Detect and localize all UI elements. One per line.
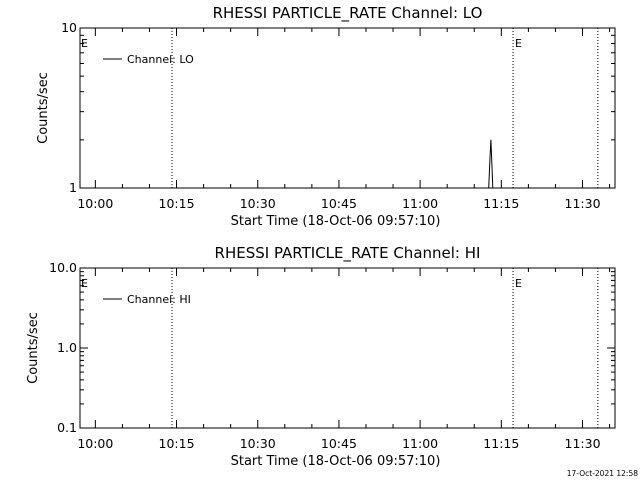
chart-title: RHESSI PARTICLE_RATE Channel: LO [213,4,483,23]
x-tick-label: 11:15 [483,196,519,211]
event-marker-label: E [515,277,522,290]
plot-frame [79,27,616,189]
x-tick-label: 11:30 [565,436,601,451]
panel-lo: RHESSI PARTICLE_RATE Channel: LO 10:00 10:… [36,4,616,229]
x-tick-label: 11:15 [483,436,519,451]
series-line [488,139,494,189]
panel-hi: RHESSI PARTICLE_RATE Channel: HI 10:00 10:… [26,244,616,469]
plot-frame [79,267,616,429]
x-tick-label: 10:30 [240,436,276,451]
x-tick-label: 10:00 [77,196,113,211]
x-tick-label: 11:30 [565,196,601,211]
y-axis-label: Counts/sec [26,312,41,384]
event-marker-label: E [515,37,522,50]
left-flag-label: E [81,37,88,50]
left-flag-label: E [81,277,88,290]
y-tick-label: 10 [61,20,77,35]
x-tick-label: 10:45 [321,436,357,451]
x-tick-label: 11:00 [402,436,438,451]
x-tick-label: 10:15 [159,436,195,451]
y-tick-label: 10.0 [49,260,77,275]
x-axis-label: Start Time (18-Oct-06 09:57:10) [231,214,441,229]
plot-timestamp: 17-Oct-2021 12:58 [566,469,638,478]
x-tick-label: 10:30 [240,196,276,211]
legend-label: Channel: HI [127,293,191,306]
y-tick-label: 1 [69,180,77,195]
chart-title: RHESSI PARTICLE_RATE Channel: HI [215,244,481,263]
x-axis-label: Start Time (18-Oct-06 09:57:10) [231,454,441,469]
x-tick-label: 10:45 [321,196,357,211]
x-tick-label: 10:15 [159,196,195,211]
y-axis-label: Counts/sec [36,72,51,144]
x-tick-label: 11:00 [402,196,438,211]
y-tick-label: 0.1 [57,420,77,435]
y-tick-label: 1.0 [57,340,77,355]
x-tick-label: 10:00 [77,436,113,451]
legend-label: Channel: LO [127,53,194,66]
